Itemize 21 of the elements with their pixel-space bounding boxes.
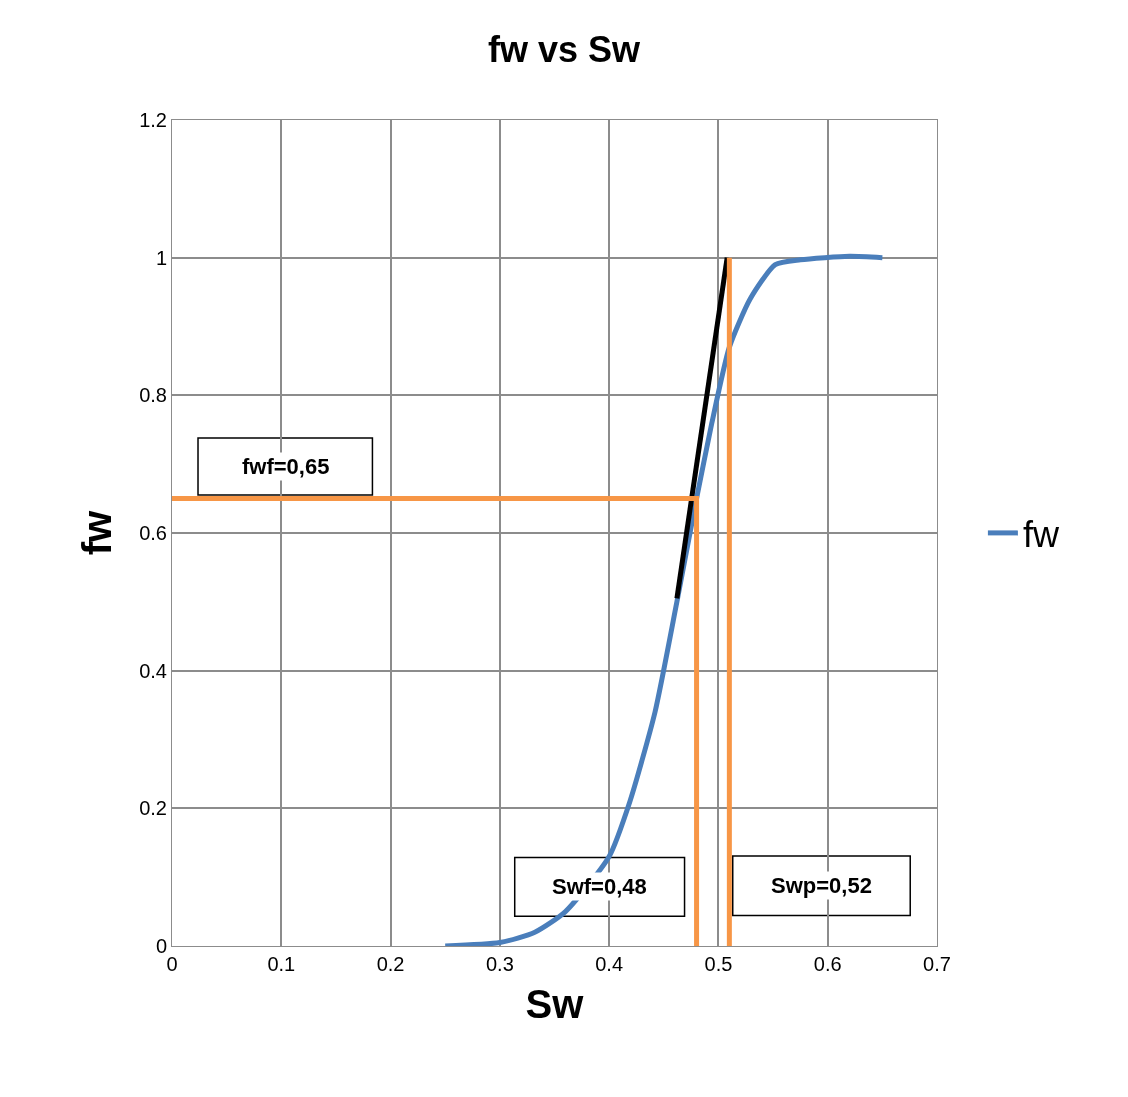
x-tick-label: 0.1 [267, 953, 296, 975]
y-tick-label: 1 [155, 246, 167, 269]
x-tick-label: 0.2 [376, 953, 405, 975]
x-axis-title: Sw [525, 981, 585, 1026]
x-tick-label: 0.6 [813, 953, 842, 975]
x-tick-label: 0.7 [923, 953, 951, 975]
y-tick-label: 0.8 [139, 384, 167, 407]
x-tick-label: 0.3 [485, 953, 514, 975]
annotation: Swf=0,48 [552, 874, 647, 899]
y-tick-label: 1.2 [139, 109, 167, 131]
y-tick-label: 0 [155, 935, 167, 957]
y-axis-title: fw [74, 509, 119, 556]
chart-title: fw vs Sw [487, 28, 642, 70]
x-tick-label: 0.4 [595, 953, 624, 975]
y-tick-label: 0.4 [139, 659, 167, 682]
x-tick-label: 0.5 [704, 953, 733, 975]
y-tick-label: 0.6 [139, 522, 167, 544]
annotation: fwf=0,65 [242, 454, 330, 479]
legend-label: fw [1022, 513, 1060, 555]
y-tick-label: 0.2 [139, 797, 167, 820]
annotation: Swp=0,52 [771, 873, 872, 898]
